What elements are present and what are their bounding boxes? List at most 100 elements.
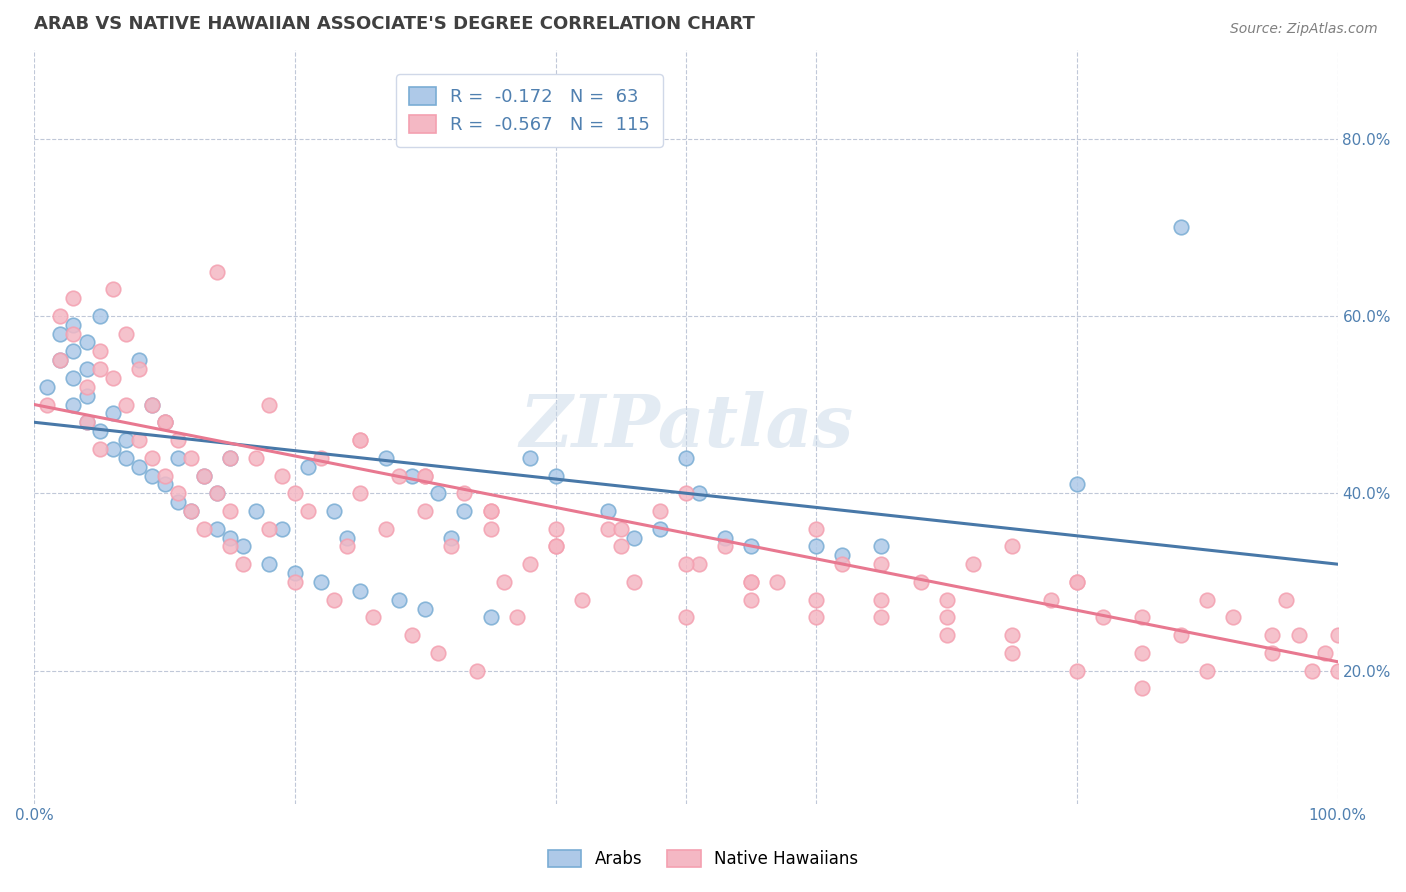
Point (675, 486, 697, 500)
Point (114, 450, 136, 465)
Point (349, 486, 371, 500)
Point (153, 415, 176, 429)
Point (806, 610, 828, 624)
Point (740, 574, 762, 589)
Point (166, 433, 188, 447)
Point (401, 468, 423, 483)
Point (935, 610, 957, 624)
Point (1197, 592, 1219, 607)
Point (766, 574, 789, 589)
Point (1001, 628, 1024, 642)
Point (323, 592, 346, 607)
Point (910, 574, 932, 589)
Point (193, 468, 215, 483)
Point (1326, 628, 1348, 642)
Point (218, 540, 240, 554)
Text: ZIPatlas: ZIPatlas (519, 392, 853, 462)
Point (205, 486, 228, 500)
Point (141, 398, 163, 412)
Point (427, 646, 450, 660)
Point (62, 318, 84, 332)
Point (1197, 664, 1219, 678)
Point (323, 504, 346, 518)
Point (76, 335, 98, 350)
Point (76, 380, 98, 394)
Point (1039, 592, 1062, 607)
Point (610, 540, 633, 554)
Point (257, 522, 280, 536)
Point (205, 486, 228, 500)
Point (740, 540, 762, 554)
Point (153, 415, 176, 429)
Point (218, 450, 240, 465)
Point (166, 486, 188, 500)
Point (205, 264, 228, 278)
Point (284, 566, 307, 580)
Point (740, 592, 762, 607)
Point (297, 459, 319, 474)
Point (349, 433, 371, 447)
Point (1301, 664, 1323, 678)
Point (62, 291, 84, 305)
Point (1130, 646, 1153, 660)
Point (101, 371, 124, 385)
Point (166, 495, 188, 509)
Point (349, 583, 371, 598)
Point (349, 433, 371, 447)
Point (336, 531, 359, 545)
Point (1313, 646, 1336, 660)
Text: Source: ZipAtlas.com: Source: ZipAtlas.com (1230, 22, 1378, 37)
Legend: R =  -0.172   N =  63, R =  -0.567   N =  115: R = -0.172 N = 63, R = -0.567 N = 115 (396, 74, 664, 147)
Point (37, 380, 59, 394)
Point (153, 468, 176, 483)
Point (1066, 664, 1088, 678)
Point (401, 628, 423, 642)
Point (114, 433, 136, 447)
Point (596, 504, 619, 518)
Point (806, 522, 828, 536)
Point (675, 557, 697, 571)
Point (427, 486, 450, 500)
Point (193, 468, 215, 483)
Point (519, 450, 541, 465)
Point (675, 610, 697, 624)
Point (375, 522, 398, 536)
Point (870, 610, 893, 624)
Point (141, 450, 163, 465)
Point (1261, 628, 1284, 642)
Point (62, 371, 84, 385)
Point (49, 326, 72, 341)
Point (1261, 646, 1284, 660)
Point (89, 362, 111, 376)
Point (257, 557, 280, 571)
Point (831, 549, 853, 563)
Point (193, 522, 215, 536)
Point (76, 389, 98, 403)
Point (128, 433, 150, 447)
Point (101, 282, 124, 296)
Point (479, 504, 502, 518)
Point (101, 406, 124, 420)
Point (271, 468, 294, 483)
Point (128, 353, 150, 368)
Point (89, 344, 111, 359)
Point (62, 398, 84, 412)
Point (714, 540, 737, 554)
Point (257, 398, 280, 412)
Point (648, 522, 671, 536)
Point (89, 309, 111, 323)
Point (415, 601, 437, 615)
Point (479, 504, 502, 518)
Point (870, 557, 893, 571)
Point (271, 522, 294, 536)
Point (284, 486, 307, 500)
Point (297, 504, 319, 518)
Point (1288, 628, 1310, 642)
Point (1001, 646, 1024, 660)
Point (1092, 610, 1115, 624)
Point (114, 398, 136, 412)
Point (141, 398, 163, 412)
Point (245, 450, 267, 465)
Point (1222, 610, 1244, 624)
Point (806, 592, 828, 607)
